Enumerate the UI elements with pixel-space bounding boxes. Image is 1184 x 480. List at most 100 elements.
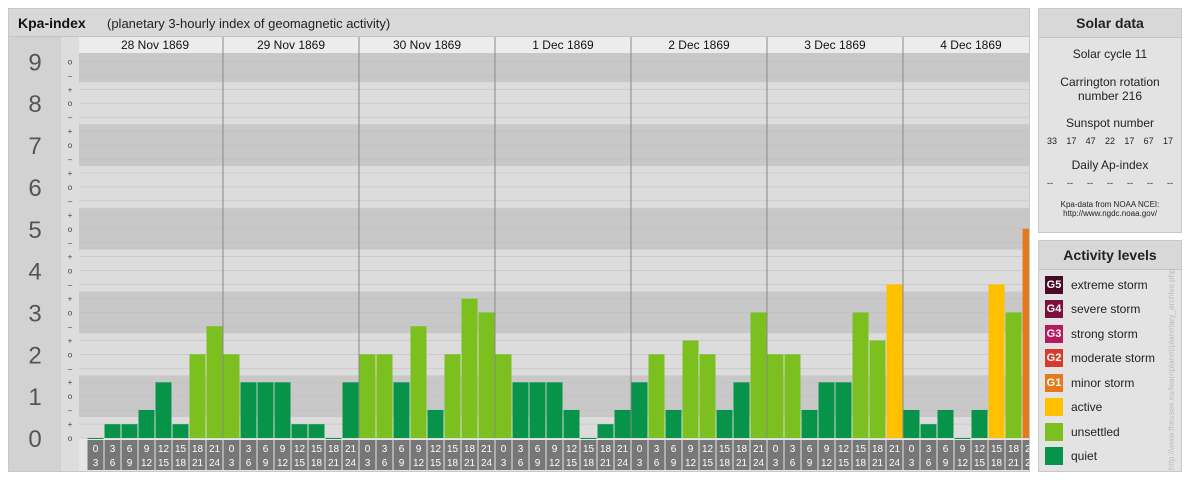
kp-bar	[580, 438, 597, 439]
interval-start-label: 9	[688, 444, 694, 455]
legend-label: active	[1071, 400, 1103, 414]
interval-box	[478, 440, 495, 470]
interval-start-label: 21	[889, 444, 901, 455]
y-minor-tick-label: –	[68, 239, 73, 248]
kp-bar	[665, 409, 682, 438]
interval-end-label: 15	[294, 458, 306, 469]
y-tick-label: 6	[28, 175, 41, 202]
interval-start-label: 15	[447, 444, 459, 455]
kp-bar	[359, 354, 376, 438]
interval-start-label: 18	[1008, 444, 1020, 455]
interval-start-label: 6	[127, 444, 133, 455]
sunspot-value: 33	[1047, 136, 1058, 146]
kp-bar	[733, 382, 750, 438]
interval-box	[563, 440, 580, 470]
interval-start-label: 12	[838, 444, 850, 455]
interval-end-label: 18	[447, 458, 459, 469]
kp-bar	[427, 409, 444, 438]
interval-start-label: 21	[345, 444, 357, 455]
legend-swatch: G4	[1045, 300, 1063, 318]
sunspot-value: 17	[1162, 136, 1173, 146]
interval-start-label: 3	[654, 444, 660, 455]
carrington-line1: Carrington rotation	[1060, 75, 1160, 89]
interval-box	[903, 440, 920, 470]
legend-swatch: G3	[1045, 325, 1063, 343]
sunspot-values: 33 17 47 22 17 67 17	[1039, 136, 1181, 146]
kp-bar	[291, 424, 308, 438]
interval-box	[444, 440, 461, 470]
legend-label: strong storm	[1071, 327, 1138, 341]
kp-bar	[597, 424, 614, 438]
solar-data-title: Solar data	[1039, 9, 1181, 38]
interval-box	[325, 440, 342, 470]
interval-box	[172, 440, 189, 470]
interval-box	[240, 440, 257, 470]
legend-label: quiet	[1071, 449, 1098, 463]
kp-bar	[495, 354, 512, 438]
interval-start-label: 0	[909, 444, 915, 455]
interval-box	[87, 440, 104, 470]
kp-bar	[308, 424, 325, 438]
sunspot-value: 22	[1104, 136, 1115, 146]
interval-start-label: 21	[481, 444, 493, 455]
kp-bar	[342, 382, 359, 438]
interval-end-label: 18	[583, 458, 595, 469]
kp-bar	[104, 424, 121, 438]
interval-end-label: 9	[535, 458, 541, 469]
interval-box	[631, 440, 648, 470]
kp-bar	[750, 312, 767, 438]
legend-swatch: G5	[1045, 276, 1063, 294]
interval-end-label: 15	[838, 458, 850, 469]
interval-box	[750, 440, 767, 470]
interval-start-label: 9	[144, 444, 150, 455]
kp-bar	[155, 382, 172, 438]
y-minor-tick-label: +	[68, 295, 73, 304]
sunspot-title: Sunspot number	[1065, 116, 1155, 130]
y-tick-label: 0	[28, 426, 41, 453]
day-label: 2 Dec 1869	[668, 38, 730, 52]
kp-bar	[818, 382, 835, 438]
y-minor-tick-label: –	[68, 364, 73, 373]
day-label: 3 Dec 1869	[804, 38, 866, 52]
kp-bar	[716, 409, 733, 438]
kp-bar	[920, 424, 937, 438]
kp-bar	[461, 298, 478, 438]
interval-start-label: 18	[872, 444, 884, 455]
interval-box	[665, 440, 682, 470]
interval-start-label: 0	[637, 444, 643, 455]
interval-start-label: 3	[110, 444, 116, 455]
kp-bar	[512, 382, 529, 438]
interval-box	[852, 440, 869, 470]
interval-start-label: 15	[719, 444, 731, 455]
interval-end-label: 9	[671, 458, 677, 469]
day-label: 28 Nov 1869	[121, 38, 189, 52]
kp-bar	[240, 382, 257, 438]
interval-box	[308, 440, 325, 470]
solar-cycle: Solar cycle 11	[1072, 47, 1148, 61]
y-minor-tick-label: –	[68, 322, 73, 331]
interval-start-label: 3	[790, 444, 796, 455]
interval-start-label: 6	[263, 444, 269, 455]
interval-start-label: 6	[943, 444, 949, 455]
interval-start-label: 12	[430, 444, 442, 455]
kp-bar	[937, 409, 954, 438]
interval-end-label: 3	[501, 458, 507, 469]
interval-box	[410, 440, 427, 470]
interval-end-label: 6	[654, 458, 660, 469]
kp-bar	[835, 382, 852, 438]
y-minor-tick-label: o	[68, 99, 73, 108]
interval-start-label: 6	[535, 444, 541, 455]
ap-value: --	[1107, 178, 1113, 188]
interval-end-label: 24	[753, 458, 765, 469]
interval-end-label: 12	[413, 458, 425, 469]
sunspot-value: 17	[1066, 136, 1077, 146]
interval-start-label: 0	[229, 444, 235, 455]
kp-bar	[206, 326, 223, 438]
interval-end-label: 12	[821, 458, 833, 469]
day-header-strip	[79, 37, 1029, 53]
day-label: 1 Dec 1869	[532, 38, 594, 52]
interval-end-label: 18	[855, 458, 867, 469]
legend-item-moderate-storm: G2 moderate storm	[1045, 348, 1155, 368]
interval-box	[495, 440, 512, 470]
interval-start-label: 9	[416, 444, 422, 455]
